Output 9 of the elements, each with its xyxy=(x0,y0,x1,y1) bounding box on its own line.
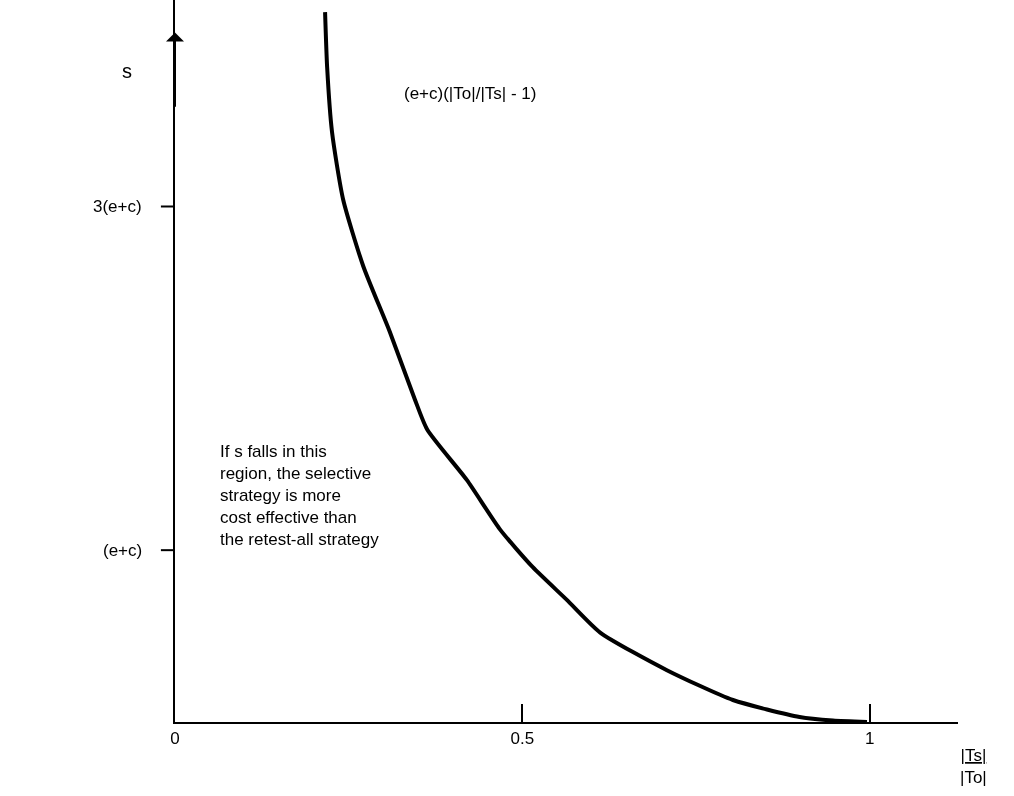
x-tick-label: 0 xyxy=(170,729,180,749)
x-axis-title: |Ts| |To| xyxy=(960,746,987,788)
text: (e+c) xyxy=(103,541,143,560)
annotation: (e+c)(|To|/|Ts| - 1) xyxy=(404,84,537,103)
text: 3(e+c) xyxy=(93,197,142,216)
x-tick-label: 0.5 xyxy=(510,729,535,749)
x-tick-label: 1 xyxy=(865,729,875,749)
annotation: If s falls in this region, the selective strategy is more cost effective than the retest-all strategy xyxy=(220,442,380,550)
y-axis-title: s xyxy=(122,60,132,82)
